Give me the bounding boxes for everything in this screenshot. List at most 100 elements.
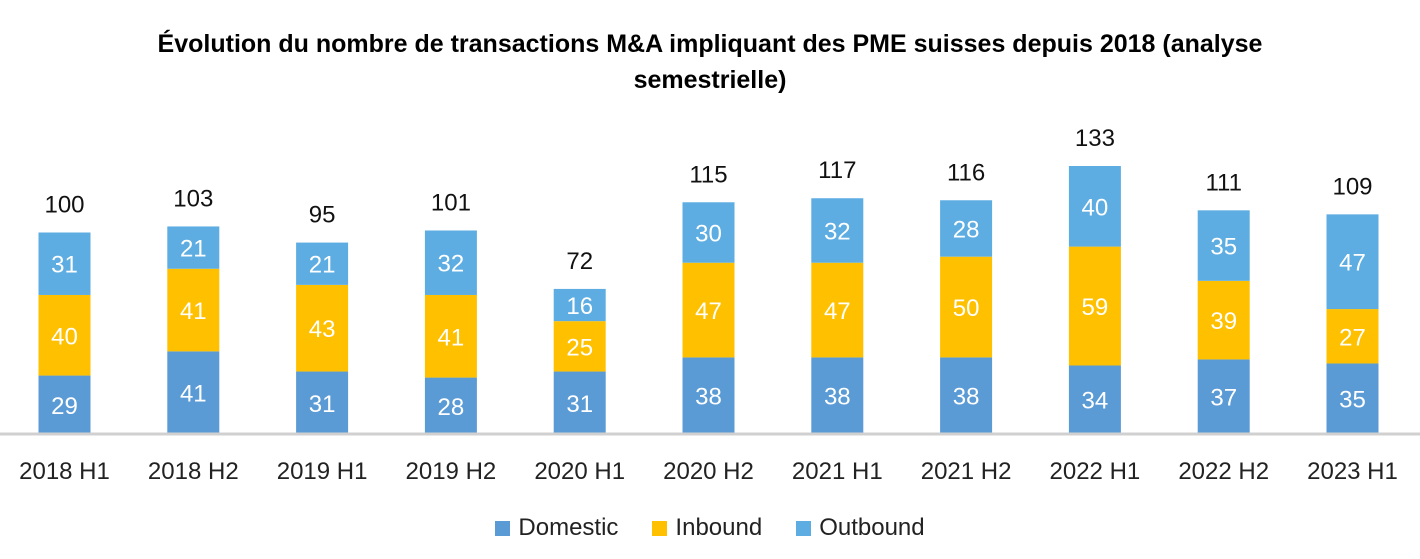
value-label-outbound-2023-h1: 47 — [1339, 250, 1366, 277]
value-label-inbound-2019-h2: 41 — [438, 324, 465, 351]
bar-outbound-2023-h1 — [1326, 214, 1379, 310]
value-label-domestic-2023-h1: 35 — [1339, 387, 1366, 414]
value-label-outbound-2021-h1: 32 — [824, 218, 851, 245]
total-label-2020-h2: 115 — [689, 161, 727, 188]
total-label-2018-h1: 100 — [44, 191, 84, 218]
bar-outbound-2020-h1 — [553, 288, 606, 322]
value-label-inbound-2021-h1: 47 — [824, 298, 851, 325]
total-label-2020-h1: 72 — [566, 248, 593, 275]
bars-group — [38, 166, 1379, 434]
bar-domestic-2021-h2 — [940, 357, 993, 434]
bar-inbound-2018-h1 — [38, 294, 91, 376]
bar-outbound-2018-h2 — [167, 226, 220, 269]
bar-inbound-2019-h2 — [424, 294, 477, 378]
bar-inbound-2022-h1 — [1068, 246, 1121, 366]
value-label-domestic-2018-h2: 41 — [180, 381, 207, 408]
value-label-inbound-2018-h2: 41 — [180, 298, 207, 325]
bar-domestic-2020-h1 — [553, 371, 606, 434]
value-label-outbound-2022-h1: 40 — [1082, 194, 1109, 221]
value-label-domestic-2019-h1: 31 — [309, 391, 336, 418]
bar-outbound-2019-h2 — [424, 230, 477, 295]
value-label-outbound-2020-h2: 30 — [695, 220, 722, 247]
bar-inbound-2022-h2 — [1197, 280, 1250, 360]
x-tick-label-2018-h2: 2018 H2 — [148, 458, 239, 485]
bar-inbound-2021-h2 — [940, 256, 993, 358]
value-label-domestic-2021-h1: 38 — [824, 384, 851, 411]
chart-title: Évolution du nombre de transactions M&A … — [157, 30, 1263, 94]
value-label-inbound-2020-h1: 25 — [566, 334, 593, 361]
value-label-domestic-2020-h1: 31 — [566, 391, 593, 418]
value-label-domestic-2020-h2: 38 — [695, 384, 722, 411]
value-label-inbound-2018-h1: 40 — [51, 323, 78, 350]
legend-item-outbound: Outbound — [796, 514, 925, 542]
total-label-2019-h2: 101 — [431, 189, 471, 216]
total-label-2022-h2: 111 — [1205, 169, 1241, 196]
bar-outbound-2021-h1 — [811, 198, 864, 263]
value-label-domestic-2021-h2: 38 — [953, 384, 980, 411]
x-tick-label-2019-h1: 2019 H1 — [277, 458, 368, 485]
bar-domestic-2020-h2 — [682, 357, 735, 434]
legend-label-outbound: Outbound — [819, 514, 925, 541]
x-tick-label-2020-h1: 2020 H1 — [534, 458, 625, 485]
value-label-outbound-2022-h2: 35 — [1210, 234, 1237, 261]
total-label-2022-h1: 133 — [1075, 125, 1115, 152]
bar-domestic-2022-h1 — [1068, 365, 1121, 434]
bar-outbound-2018-h1 — [38, 232, 91, 295]
bar-inbound-2020-h1 — [553, 321, 606, 372]
x-tick-label-2020-h2: 2020 H2 — [663, 458, 754, 485]
value-label-outbound-2020-h1: 16 — [566, 293, 593, 320]
total-label-2019-h1: 95 — [309, 202, 336, 229]
total-label-2021-h1: 117 — [818, 157, 856, 184]
value-label-domestic-2022-h1: 34 — [1082, 388, 1109, 415]
value-label-outbound-2019-h1: 21 — [309, 252, 336, 279]
value-label-inbound-2020-h2: 47 — [695, 298, 722, 325]
bar-domestic-2019-h2 — [424, 377, 477, 434]
value-label-domestic-2019-h2: 28 — [438, 394, 465, 421]
total-label-2023-h1: 109 — [1332, 173, 1372, 200]
bar-domestic-2023-h1 — [1326, 363, 1379, 434]
bar-inbound-2018-h2 — [167, 268, 220, 352]
value-label-domestic-2018-h1: 29 — [51, 393, 78, 420]
bar-outbound-2019-h1 — [296, 242, 349, 285]
total-label-2018-h2: 103 — [173, 185, 213, 212]
x-tick-label-2019-h2: 2019 H2 — [406, 458, 497, 485]
bar-outbound-2022-h1 — [1068, 166, 1121, 247]
bar-domestic-2018-h2 — [167, 351, 220, 434]
bar-outbound-2022-h2 — [1197, 210, 1250, 281]
bar-domestic-2021-h1 — [811, 357, 864, 434]
x-tick-label-2022-h1: 2022 H1 — [1050, 458, 1141, 485]
bar-inbound-2019-h1 — [296, 284, 349, 372]
x-tick-label-2021-h2: 2021 H2 — [921, 458, 1012, 485]
legend-label-domestic: Domestic — [518, 514, 619, 541]
value-label-outbound-2021-h2: 28 — [953, 216, 980, 243]
value-label-inbound-2019-h1: 43 — [309, 316, 336, 343]
x-tick-label-2022-h2: 2022 H2 — [1178, 458, 1269, 485]
bar-inbound-2020-h2 — [682, 262, 735, 358]
bar-inbound-2021-h1 — [811, 262, 864, 358]
value-label-outbound-2018-h1: 31 — [51, 252, 78, 279]
legend-swatch-outbound — [796, 520, 812, 536]
x-tick-label-2018-h1: 2018 H1 — [19, 458, 110, 485]
value-label-inbound-2022-h1: 59 — [1082, 294, 1109, 321]
legend-item-domestic: Domestic — [495, 514, 618, 542]
labels-group: 29 40 31 100 2018 H1 41 41 21 103 2018 H2 31 43 21 95… — [19, 125, 1398, 485]
legend-swatch-domestic — [495, 520, 511, 536]
legend-item-inbound: Inbound — [652, 514, 762, 542]
bar-domestic-2019-h1 — [296, 371, 349, 434]
bar-outbound-2020-h2 — [682, 202, 735, 263]
bar-outbound-2021-h2 — [940, 200, 993, 257]
total-label-2021-h2: 116 — [947, 159, 985, 186]
value-label-outbound-2019-h2: 32 — [438, 251, 465, 278]
bar-domestic-2018-h1 — [38, 375, 91, 434]
x-tick-label-2023-h1: 2023 H1 — [1307, 458, 1398, 485]
legend-swatch-inbound — [652, 520, 668, 536]
value-label-inbound-2023-h1: 27 — [1339, 324, 1366, 351]
x-tick-label-2021-h1: 2021 H1 — [792, 458, 883, 485]
legend-label-inbound: Inbound — [675, 514, 763, 541]
value-label-inbound-2021-h2: 50 — [953, 295, 980, 322]
bar-domestic-2022-h2 — [1197, 359, 1250, 434]
bar-inbound-2023-h1 — [1326, 309, 1379, 364]
legend: Domestic Inbound Outbound — [0, 514, 1420, 542]
value-label-domestic-2022-h2: 37 — [1210, 385, 1237, 412]
